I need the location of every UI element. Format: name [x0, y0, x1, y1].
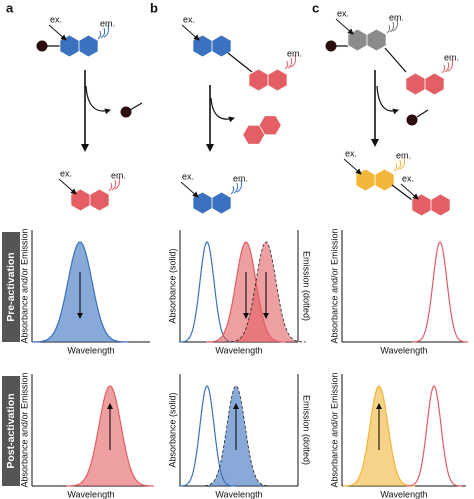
fluorophore — [355, 168, 395, 192]
emission-wave — [396, 159, 402, 171]
emission-wave — [103, 24, 109, 38]
fluorophore — [59, 34, 99, 58]
excitation-arrow — [335, 18, 354, 35]
emission-wave — [233, 182, 239, 194]
excitation-arrow — [400, 183, 419, 200]
emission-label: em. — [389, 12, 404, 22]
fluorophore — [248, 68, 288, 92]
row-label: Pre-activation — [5, 252, 17, 321]
emission-wave — [100, 27, 106, 39]
emission-wave — [97, 30, 102, 40]
emission-label: em. — [233, 173, 248, 183]
excitation-arrow — [343, 158, 362, 175]
excitation-label: ex. — [183, 14, 195, 24]
panel-label: c — [312, 0, 319, 15]
emission-wave — [290, 54, 296, 68]
emission-wave — [399, 156, 405, 170]
excitation-arrow — [181, 24, 200, 41]
fluorophore — [347, 28, 387, 52]
fluorophore — [405, 72, 445, 96]
y-axis-label: Absorbance and/or Emission — [19, 372, 29, 487]
row-label-box — [2, 376, 20, 486]
fluorophore — [242, 115, 282, 145]
excitation-arrow — [58, 178, 77, 195]
excitation-label: ex. — [182, 171, 194, 181]
fluorophore — [192, 34, 232, 58]
emission-wave — [444, 61, 450, 73]
excitation-label: ex. — [402, 173, 414, 183]
emission-wave — [230, 185, 235, 195]
fluorophore — [70, 188, 110, 212]
emission-label: em. — [100, 18, 115, 28]
x-axis-label: Wavelength — [380, 489, 427, 499]
emission-wave — [392, 18, 398, 32]
release-arrow — [210, 97, 235, 123]
linker — [416, 109, 429, 118]
emission-wave — [284, 60, 289, 70]
row-label-box — [2, 232, 20, 342]
excitation-label: ex. — [345, 148, 357, 158]
emission-label: em. — [444, 52, 459, 62]
release-arrow — [85, 85, 111, 115]
emission-label: em. — [287, 48, 302, 58]
emission-wave — [111, 179, 117, 191]
emission-wave — [108, 182, 113, 192]
x-axis-label: Wavelength — [215, 489, 262, 499]
row-label: Post-activation — [5, 393, 17, 468]
panel-label: b — [150, 0, 158, 15]
y-axis-label: Absorbance (solid) — [167, 392, 177, 467]
emission-wave — [393, 162, 398, 172]
fluorophore — [192, 191, 232, 215]
quencher — [325, 40, 337, 52]
excitation-label: ex. — [337, 8, 349, 18]
y-axis-label: Absorbance (solid) — [167, 248, 177, 323]
x-axis-label: Wavelength — [67, 345, 114, 355]
linker — [391, 184, 413, 201]
release-arrow — [376, 85, 399, 115]
fluorophore — [411, 193, 451, 217]
quencher — [120, 106, 132, 118]
linker — [129, 102, 143, 111]
quencher — [406, 114, 418, 126]
excitation-arrow — [48, 24, 67, 41]
excitation-label: ex. — [60, 168, 72, 178]
spectrum-outline — [405, 385, 463, 487]
emission-wave — [441, 64, 446, 74]
panel-label: a — [6, 0, 14, 15]
spectrum-outline — [411, 241, 469, 343]
excitation-arrow — [180, 181, 199, 198]
y2-axis-label: Emission (dotted) — [302, 251, 312, 321]
emission-wave — [447, 58, 453, 72]
emission-wave — [389, 21, 395, 33]
emission-wave — [114, 176, 120, 190]
y-axis-label: Absorbance and/or Emission — [329, 228, 339, 343]
x-axis-label: Wavelength — [67, 489, 114, 499]
emission-wave — [287, 57, 293, 69]
y-axis-label: Absorbance and/or Emission — [19, 228, 29, 343]
emission-label: em. — [396, 150, 411, 160]
linker — [227, 52, 253, 73]
emission-label: em. — [111, 170, 126, 180]
emission-wave — [386, 24, 391, 34]
linker — [384, 47, 407, 73]
emission-wave — [236, 179, 242, 193]
x-axis-label: Wavelength — [215, 345, 262, 355]
y-axis-label: Absorbance and/or Emission — [329, 372, 339, 487]
excitation-label: ex. — [50, 14, 62, 24]
y2-axis-label: Emission (dotted) — [302, 395, 312, 465]
quencher — [36, 40, 48, 52]
x-axis-label: Wavelength — [380, 345, 427, 355]
